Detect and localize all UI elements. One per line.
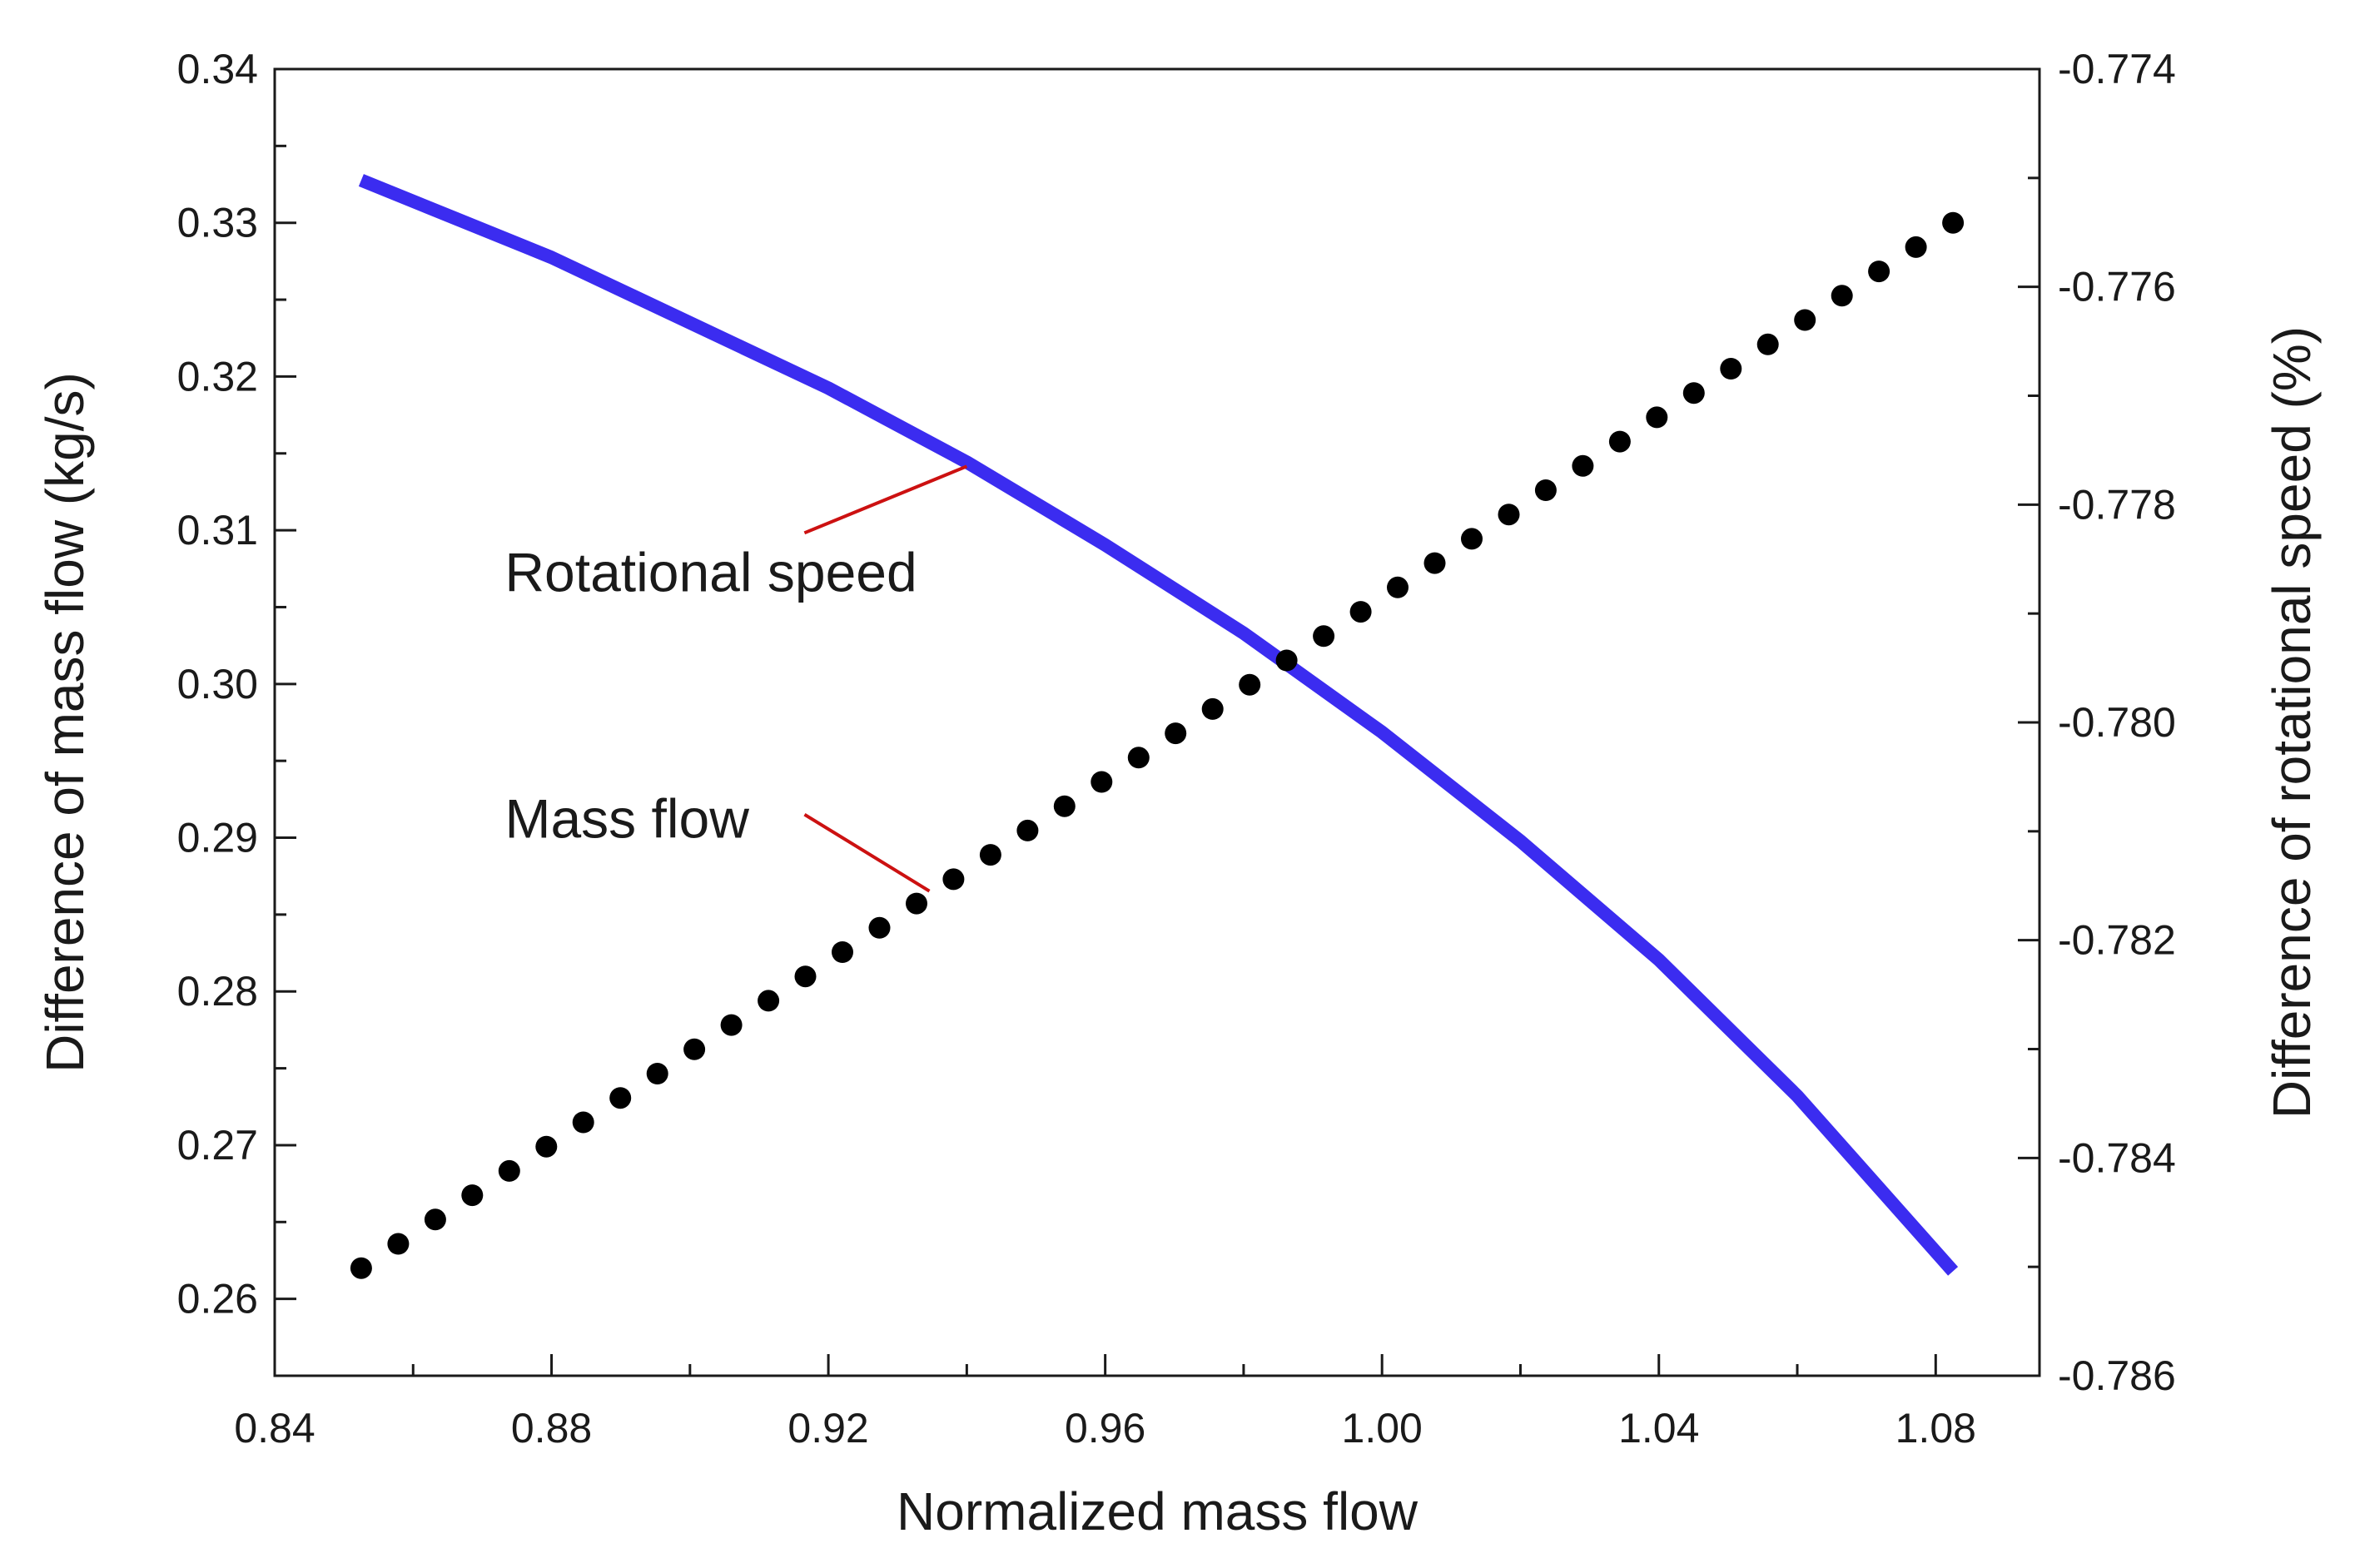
plot-marks (350, 174, 1965, 1279)
y-left-tick-label: 0.27 (177, 1122, 258, 1169)
mass-flow-point (609, 1087, 632, 1109)
mass-flow-point (1498, 504, 1520, 526)
mass-flow-point (1756, 333, 1779, 355)
y-left-tick-label: 0.33 (177, 200, 258, 246)
mass-flow-leader-line (803, 812, 931, 893)
mass-flow-point (1165, 722, 1187, 745)
x-tick-label: 1.00 (1342, 1405, 1423, 1451)
mass-flow-point (535, 1135, 558, 1158)
y-left-tick-label: 0.31 (177, 507, 258, 553)
mass-flow-point (1387, 576, 1409, 598)
mass-flow-point (979, 844, 1001, 866)
mass-flow-point (350, 1257, 372, 1279)
x-axis-title: Normalized mass flow (897, 1481, 1418, 1541)
x-tick-label: 1.08 (1895, 1405, 1976, 1451)
mass-flow-point (1720, 358, 1742, 380)
y-right-tick-label: -0.782 (2058, 917, 2176, 964)
axes: 0.84 0.88 0.92 0.96 1.00 1.04 1.08 0.26 0.27 0.28… (177, 46, 2176, 1451)
mass-flow-point (1461, 528, 1483, 550)
mass-flow-point (1794, 309, 1816, 331)
mass-flow-point (498, 1159, 520, 1182)
mass-flow-point (683, 1038, 706, 1060)
mass-flow-point (942, 868, 965, 891)
y-right-tick-label: -0.786 (2058, 1352, 2176, 1399)
y-left-tick-label: 0.32 (177, 353, 258, 399)
rotational-speed-label: Rotational speed (504, 541, 917, 603)
y-axis-title-left: Difference of mass flow (kg/s) (35, 372, 95, 1073)
mass-flow-point (1831, 285, 1853, 307)
mass-flow-point (1534, 479, 1557, 501)
mass-flow-point (387, 1233, 410, 1255)
mass-flow-point (1127, 747, 1150, 769)
mass-flow-point (1942, 211, 1965, 234)
mass-flow-point (1053, 795, 1076, 817)
mass-flow-point (758, 990, 780, 1012)
mass-flow-point (832, 941, 853, 963)
mass-flow-point (868, 916, 891, 939)
y-left-tick-label: 0.30 (177, 661, 258, 707)
mass-flow-point (794, 965, 817, 988)
y-right-tick-label: -0.778 (2058, 481, 2176, 528)
mass-flow-point (1868, 261, 1890, 283)
mass-flow-point (1423, 552, 1446, 574)
mass-flow-point (572, 1111, 594, 1134)
y-right-tick-label: -0.776 (2058, 264, 2176, 310)
mass-flow-point (720, 1014, 743, 1036)
x-tick-label: 0.84 (234, 1405, 315, 1451)
mass-flow-point (1682, 382, 1705, 404)
y-axis-title-right: Difference of rotational speed (%) (2262, 326, 2322, 1119)
mass-flow-point (1646, 406, 1668, 429)
rotational-speed-line (358, 174, 1959, 1276)
mass-flow-point (461, 1184, 484, 1207)
x-tick-label: 0.88 (511, 1405, 592, 1451)
mass-flow-point (1016, 819, 1039, 841)
y-right-tick-label: -0.780 (2058, 699, 2176, 746)
mass-flow-point (1239, 673, 1261, 696)
x-tick-label: 0.96 (1065, 1405, 1145, 1451)
mass-flow-point (1091, 771, 1113, 793)
mass-flow-point (424, 1208, 446, 1231)
mass-flow-point (1572, 454, 1594, 477)
y-left-tick-label: 0.34 (177, 46, 258, 92)
mass-flow-point (1275, 649, 1298, 672)
annotations: Rotational speed Mass flow (504, 464, 968, 893)
mass-flow-point (1349, 601, 1372, 623)
y-right-tick-label: -0.784 (2058, 1134, 2176, 1181)
mass-flow-point (1905, 236, 1927, 258)
mass-flow-point (906, 892, 927, 915)
mass-flow-point (1313, 625, 1335, 648)
y-left-tick-label: 0.29 (177, 815, 258, 861)
y-left-tick-label: 0.26 (177, 1276, 258, 1322)
mass-flow-label: Mass flow (504, 788, 749, 850)
y-left-tick-label: 0.28 (177, 968, 258, 1015)
mass-flow-point (646, 1063, 668, 1084)
rotational-speed-leader-line (803, 464, 968, 535)
mass-flow-point (1608, 430, 1631, 453)
x-tick-label: 1.04 (1618, 1405, 1699, 1451)
x-tick-label: 0.92 (787, 1405, 868, 1451)
mass-flow-point (1201, 697, 1224, 720)
y-right-tick-label: -0.774 (2058, 46, 2176, 92)
